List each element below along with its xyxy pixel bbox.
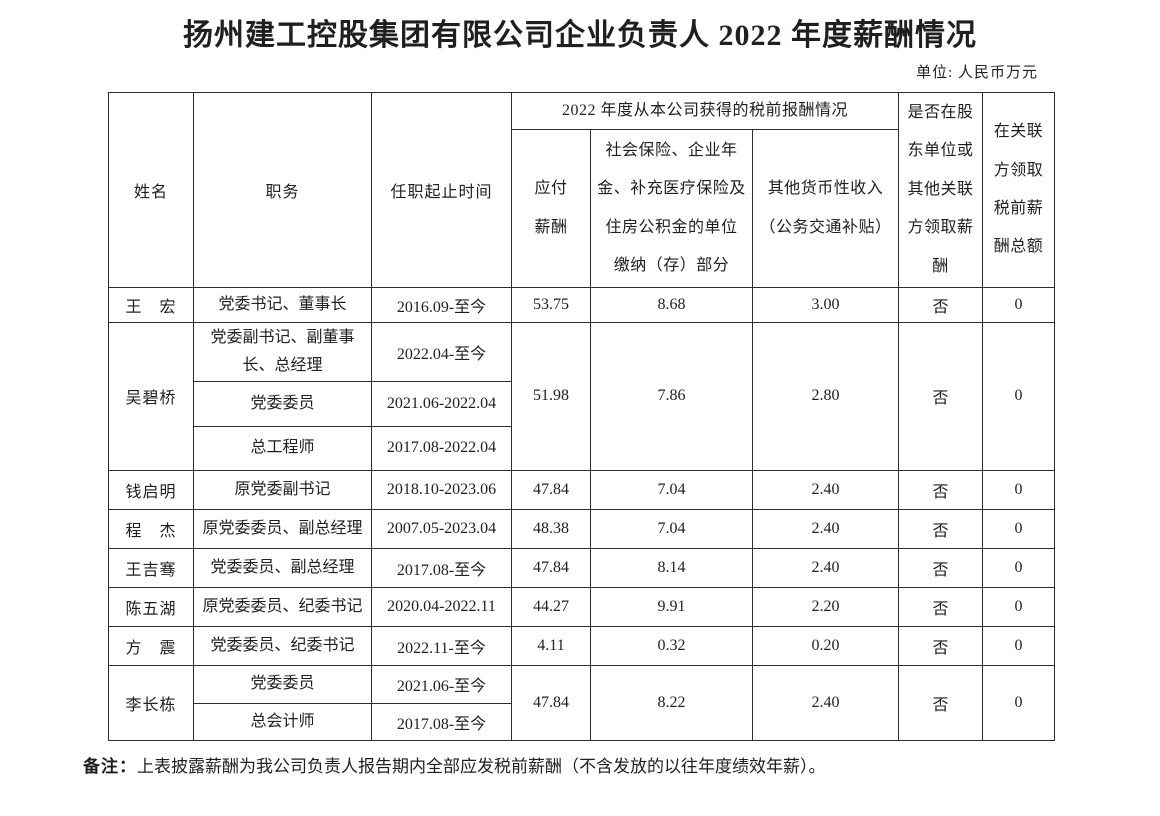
term-cell: 2007.05-2023.04 — [371, 508, 512, 549]
social-insurance-cell: 7.04 — [590, 508, 753, 549]
header-name: 姓名 — [108, 92, 194, 288]
header-other-income: 其他货币性收入 （公务交通补贴） — [751, 129, 900, 288]
header-social-insurance: 社会保险、企业年 金、补充医疗保险及 住房公积金的单位 缴纳（存）部分 — [590, 129, 753, 288]
table-row: 王吉骞 党委委员、副总经理 2017.08-至今 47.84 8.14 2.40 否 0 — [108, 547, 1056, 588]
other-income-cell: 2.40 — [751, 508, 900, 549]
social-insurance-cell: 9.91 — [590, 586, 753, 627]
payable-salary-cell: 44.27 — [511, 586, 591, 627]
other-income-cell: 0.20 — [751, 625, 900, 666]
related-party-total-cell: 0 — [982, 664, 1056, 741]
footnote: 备注：上表披露薪酬为我公司负责人报告期内全部应发税前薪酬（不含发放的以往年度绩效… — [83, 755, 1160, 779]
position-cell: 原党委委员、副总经理 — [193, 508, 372, 549]
payable-salary-cell: 48.38 — [511, 508, 591, 549]
position-cell: 党委委员、纪委书记 — [193, 625, 372, 666]
other-income-cell: 3.00 — [751, 286, 900, 323]
other-income-cell: 2.40 — [751, 664, 900, 741]
related-party-total-cell: 0 — [982, 321, 1056, 471]
related-party-paid-cell: 否 — [898, 664, 984, 741]
social-insurance-cell: 8.14 — [590, 547, 753, 588]
social-insurance-cell: 0.32 — [590, 625, 753, 666]
name-cell: 吴碧桥 — [108, 321, 194, 471]
term-cell: 2016.09-至今 — [371, 286, 512, 323]
position-cell: 原党委副书记 — [193, 469, 372, 510]
header-row-group: 姓名 职务 任职起止时间 2022 年度从本公司获得的税前报酬情况 是否在股 东… — [108, 91, 1056, 288]
social-insurance-cell: 7.04 — [590, 469, 753, 510]
payable-salary-cell: 51.98 — [511, 321, 591, 471]
related-party-paid-cell: 否 — [898, 586, 984, 627]
table-row: 陈五湖 原党委委员、纪委书记 2020.04-2022.11 44.27 9.91 2.2… — [108, 586, 1056, 627]
social-insurance-cell: 8.22 — [590, 664, 753, 741]
term-cell: 2022.04-至今 — [371, 321, 512, 382]
other-income-cell: 2.20 — [751, 586, 900, 627]
related-party-paid-cell: 否 — [898, 286, 984, 323]
term-cell: 2021.06-至今 — [371, 664, 512, 704]
table-row: 总会计师 2017.08-至今 — [109, 702, 1055, 741]
unit-label: 单位: 人民币万元 — [916, 65, 1038, 81]
term-cell: 2017.08-2022.04 — [371, 425, 512, 471]
payable-salary-cell: 47.84 — [511, 547, 591, 588]
page-title: 扬州建工控股集团有限公司企业负责人 2022 年度薪酬情况 — [183, 19, 977, 52]
related-party-total-cell: 0 — [982, 469, 1056, 510]
position-cell: 党委委员 — [193, 664, 372, 704]
position-cell: 总工程师 — [193, 425, 372, 471]
header-row-sub: 应付 薪酬 社会保险、企业年 金、补充医疗保险及 住房公积金的单位 缴纳（存）部… — [109, 129, 1055, 288]
related-party-paid-cell: 否 — [898, 547, 984, 588]
term-cell: 2022.11-至今 — [371, 625, 512, 666]
table-row: 方 震党委委员、纪委书记 2022.11-至今 4.11 0.32 0.20 否 0 — [108, 625, 1056, 666]
other-income-cell: 2.40 — [751, 469, 900, 510]
position-cell: 原党委委员、纪委书记 — [193, 586, 372, 627]
table-row: 总工程师 2017.08-2022.04 — [109, 425, 1055, 471]
name-cell: 程 杰 — [108, 508, 194, 549]
payable-salary-cell: 4.11 — [511, 625, 591, 666]
header-related-party-total: 在关联 方领取 税前薪 酬总额 — [982, 92, 1056, 288]
note-text: 上表披露薪酬为我公司负责人报告期内全部应发税前薪酬（不含发放的以往年度绩效年薪）… — [137, 756, 826, 776]
name-cell: 陈五湖 — [108, 586, 194, 627]
social-insurance-cell: 8.68 — [590, 286, 753, 323]
payable-salary-cell: 53.75 — [511, 286, 591, 323]
salary-table: 姓名 职务 任职起止时间 2022 年度从本公司获得的税前报酬情况 是否在股 东… — [108, 91, 1056, 741]
table-row: 李长栋 党委委员 2021.06-至今 47.84 8.22 2.40 否 0 — [108, 664, 1056, 741]
header-group-2022-pretax: 2022 年度从本公司获得的税前报酬情况 — [510, 91, 900, 131]
related-party-paid-cell: 否 — [898, 508, 984, 549]
payable-salary-cell: 47.84 — [511, 469, 591, 510]
position-cell: 党委委员、副总经理 — [193, 547, 372, 588]
name-cell: 方 震 — [108, 625, 194, 666]
other-income-cell: 2.40 — [751, 547, 900, 588]
payable-salary-cell: 47.84 — [511, 664, 591, 741]
header-position: 职务 — [193, 92, 372, 288]
position-cell: 总会计师 — [193, 702, 372, 741]
header-related-party-paid: 是否在股 东单位或 其他关联 方领取薪 酬 — [898, 92, 984, 288]
term-cell: 2018.10-2023.06 — [371, 469, 512, 510]
table-row: 程 杰原党委委员、副总经理 2007.05-2023.04 48.38 7.04 2.4… — [108, 508, 1056, 549]
position-cell: 党委委员 — [193, 380, 372, 427]
header-payable-salary: 应付 薪酬 — [511, 129, 591, 288]
related-party-paid-cell: 否 — [898, 321, 984, 471]
name-cell: 王 宏 — [108, 286, 194, 323]
table-row: 钱启明 原党委副书记 2018.10-2023.06 47.84 7.04 2.40 否 0 — [108, 469, 1056, 510]
related-party-total-cell: 0 — [982, 508, 1056, 549]
position-cell: 党委书记、董事长 — [193, 286, 372, 323]
term-cell: 2017.08-至今 — [371, 702, 512, 741]
name-cell: 王吉骞 — [108, 547, 194, 588]
position-cell: 党委副书记、副董事 长、总经理 — [193, 321, 372, 382]
name-cell: 钱启明 — [108, 469, 194, 510]
related-party-total-cell: 0 — [982, 625, 1056, 666]
related-party-paid-cell: 否 — [898, 469, 984, 510]
table-row: 王 宏党委书记、董事长 2016.09-至今 53.75 8.68 3.00 否 0 — [108, 286, 1056, 323]
header-term: 任职起止时间 — [371, 92, 512, 288]
related-party-total-cell: 0 — [982, 286, 1056, 323]
related-party-total-cell: 0 — [982, 547, 1056, 588]
term-cell: 2017.08-至今 — [371, 547, 512, 588]
name-cell: 李长栋 — [108, 664, 194, 741]
other-income-cell: 2.80 — [751, 321, 900, 471]
term-cell: 2021.06-2022.04 — [371, 380, 512, 427]
note-label: 备注： — [83, 756, 137, 776]
table-row: 吴碧桥 党委副书记、副董事 长、总经理 2022.04-至今 51.98 7.86 2.8… — [108, 321, 1056, 471]
social-insurance-cell: 7.86 — [590, 321, 753, 471]
related-party-paid-cell: 否 — [898, 625, 984, 666]
table-row: 党委委员 2021.06-2022.04 — [109, 380, 1055, 427]
related-party-total-cell: 0 — [982, 586, 1056, 627]
term-cell: 2020.04-2022.11 — [371, 586, 512, 627]
